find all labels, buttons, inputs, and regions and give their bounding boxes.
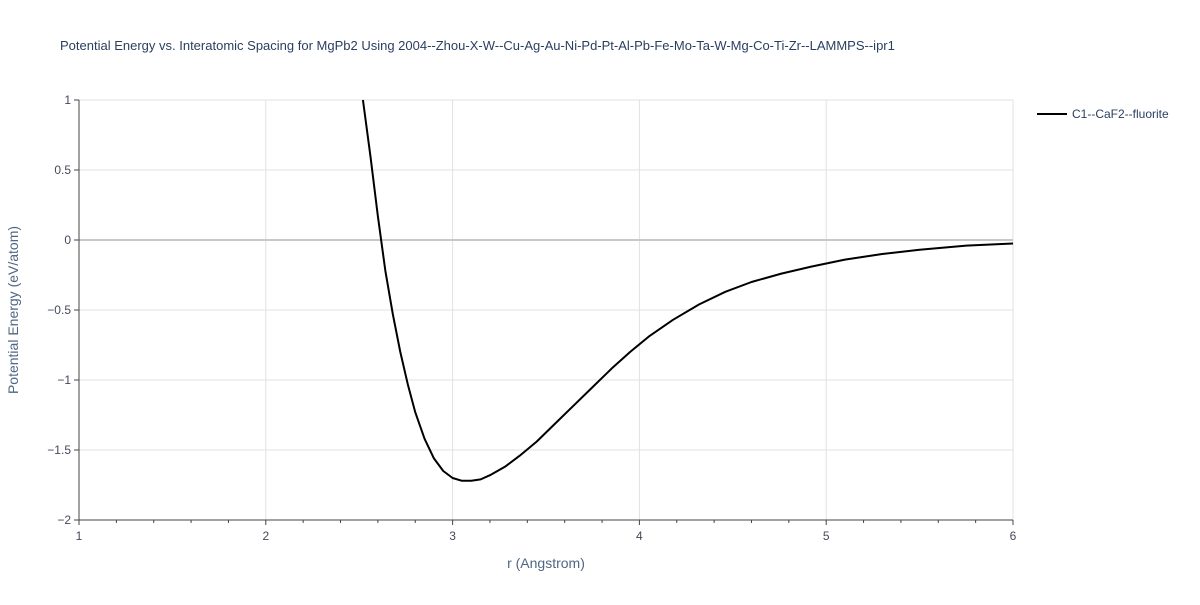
y-tick-label: −2 xyxy=(57,513,71,527)
legend[interactable]: C1--CaF2--fluorite xyxy=(1037,107,1169,121)
y-tick-label: 0.5 xyxy=(54,163,71,177)
x-tick-label: 3 xyxy=(449,529,456,543)
x-tick-label: 2 xyxy=(262,529,269,543)
y-tick-label: −1.5 xyxy=(47,443,71,457)
x-tick-label: 4 xyxy=(636,529,643,543)
x-tick-label: 1 xyxy=(76,529,83,543)
y-axis-title: Potential Energy (eV/atom) xyxy=(5,226,21,394)
y-axis-ticks: 1 0.5 0 −0.5 −1 −1.5 −2 xyxy=(47,93,79,527)
x-tick-label: 6 xyxy=(1010,529,1017,543)
x-axis-title: r (Angstrom) xyxy=(507,555,585,571)
legend-label: C1--CaF2--fluorite xyxy=(1072,107,1169,121)
chart-title: Potential Energy vs. Interatomic Spacing… xyxy=(60,38,895,53)
y-tick-label: 0 xyxy=(64,233,71,247)
series-layer xyxy=(361,99,1014,482)
series-line xyxy=(361,99,1014,482)
y-tick-label: −0.5 xyxy=(47,303,71,317)
y-tick-label: 1 xyxy=(64,93,71,107)
x-tick-label: 5 xyxy=(823,529,830,543)
y-tick-label: −1 xyxy=(57,373,71,387)
x-axis-ticks: 1 2 3 4 5 6 xyxy=(76,520,1017,543)
grid xyxy=(79,99,1014,520)
